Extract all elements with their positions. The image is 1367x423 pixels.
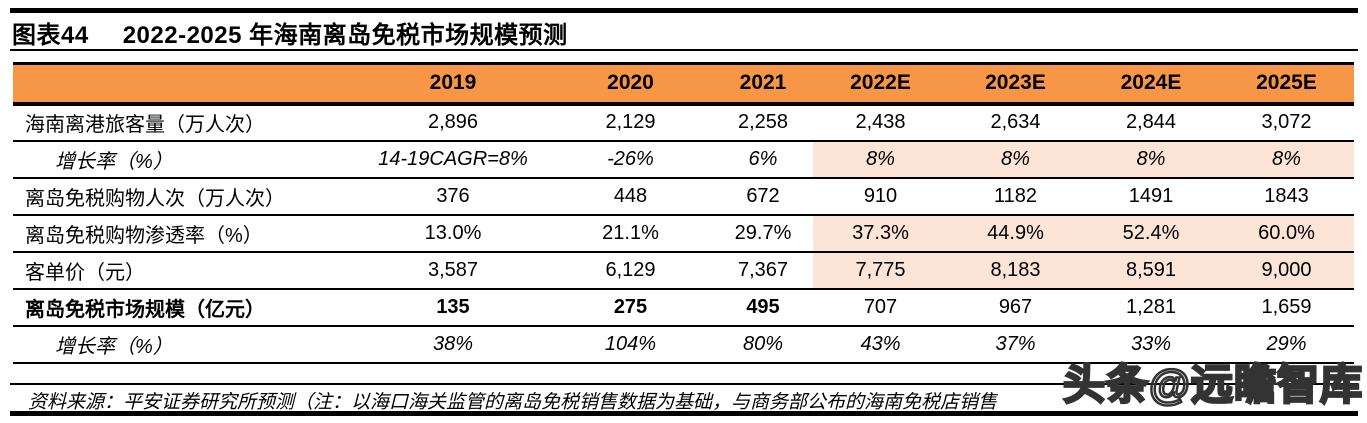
- row-label: 客单价（元）: [13, 251, 358, 290]
- cell-forecast: 44.9%: [948, 214, 1083, 253]
- cell-forecast: 43%: [813, 325, 948, 364]
- cell-forecast: 33%: [1083, 325, 1219, 364]
- footer-top-rule: [10, 383, 1358, 385]
- cell: 1491: [1083, 177, 1219, 216]
- col-header-2025e: 2025E: [1219, 62, 1354, 106]
- cell: 495: [713, 288, 813, 327]
- cell-forecast: 8%: [1083, 140, 1219, 179]
- cell-forecast: 9,000: [1219, 251, 1354, 290]
- cell: 7,367: [713, 251, 813, 290]
- table-row-passenger-growth: 增长率（%） 14-19CAGR=8% -26% 6% 8% 8% 8% 8%: [13, 140, 1354, 179]
- cell: 3,072: [1219, 103, 1354, 142]
- cell-forecast: 7,775: [813, 251, 948, 290]
- forecast-table: 2019 2020 2021 2022E 2023E 2024E 2025E 海…: [13, 62, 1354, 364]
- cell: 13.0%: [358, 214, 548, 253]
- cell: 2,258: [713, 103, 813, 142]
- figure-title-text: 2022-2025 年海南离岛免税市场规模预测: [122, 22, 568, 49]
- cell-forecast: 60.0%: [1219, 214, 1354, 253]
- cell-forecast: 37%: [948, 325, 1083, 364]
- cell: 2,896: [358, 103, 548, 142]
- table-row-market-size: 离岛免税市场规模（亿元） 135 275 495 707 967 1,281 1…: [13, 288, 1354, 327]
- col-header-2024e: 2024E: [1083, 62, 1219, 106]
- col-header-2023e: 2023E: [948, 62, 1083, 106]
- row-label: 离岛免税市场规模（亿元）: [13, 288, 358, 327]
- cell-forecast: 29%: [1219, 325, 1354, 364]
- cell: 376: [358, 177, 548, 216]
- watermark: 头条@远瞻智库: [1062, 360, 1363, 410]
- source-note: 资料来源：平安证券研究所预测（注：以海口海关监管的离岛免税销售数据为基础，与商务…: [28, 392, 998, 413]
- cell: -26%: [548, 140, 713, 179]
- table-row-passenger-volume: 海南离港旅客量（万人次） 2,896 2,129 2,258 2,438 2,6…: [13, 103, 1354, 142]
- col-header-2020: 2020: [548, 62, 713, 106]
- cell: 29.7%: [713, 214, 813, 253]
- col-header-2021: 2021: [713, 62, 813, 106]
- col-header-2022e: 2022E: [813, 62, 948, 106]
- cell: 14-19CAGR=8%: [358, 140, 548, 179]
- cell-forecast: 707: [813, 288, 948, 327]
- figure-title: 图表44 2022-2025 年海南离岛免税市场规模预测: [12, 15, 568, 50]
- col-header-2019: 2019: [358, 62, 548, 106]
- cell: 1182: [948, 177, 1083, 216]
- cell: 672: [713, 177, 813, 216]
- cell: 2,844: [1083, 103, 1219, 142]
- table-row-shopper-count: 离岛免税购物人次（万人次） 376 448 672 910 1182 1491 …: [13, 177, 1354, 216]
- table-row-penetration-rate: 离岛免税购物渗透率（%） 13.0% 21.1% 29.7% 37.3% 44.…: [13, 214, 1354, 253]
- table-header-row: 2019 2020 2021 2022E 2023E 2024E 2025E: [13, 62, 1354, 106]
- row-label: 增长率（%）: [13, 140, 358, 179]
- cell-forecast: 8,183: [948, 251, 1083, 290]
- cell-forecast: 1,659: [1219, 288, 1354, 327]
- col-header-empty: [13, 62, 358, 106]
- cell: 3,587: [358, 251, 548, 290]
- cell: 1843: [1219, 177, 1354, 216]
- cell-forecast: 52.4%: [1083, 214, 1219, 253]
- cell: 6,129: [548, 251, 713, 290]
- row-label: 增长率（%）: [13, 325, 358, 364]
- cell: 275: [548, 288, 713, 327]
- cell: 448: [548, 177, 713, 216]
- cell: 910: [813, 177, 948, 216]
- cell: 2,438: [813, 103, 948, 142]
- table-row-market-growth: 增长率（%） 38% 104% 80% 43% 37% 33% 29%: [13, 325, 1354, 364]
- cell-forecast: 8%: [813, 140, 948, 179]
- cell-forecast: 967: [948, 288, 1083, 327]
- title-underline-rule: [10, 49, 1358, 51]
- cell: 38%: [358, 325, 548, 364]
- cell: 135: [358, 288, 548, 327]
- top-rule: [10, 8, 1358, 13]
- cell: 80%: [713, 325, 813, 364]
- table-row-avg-ticket: 客单价（元） 3,587 6,129 7,367 7,775 8,183 8,5…: [13, 251, 1354, 290]
- figure-label: 图表44: [12, 22, 89, 49]
- row-label: 离岛免税购物渗透率（%）: [13, 214, 358, 253]
- bottom-rule: [10, 411, 1358, 416]
- cell: 104%: [548, 325, 713, 364]
- cell: 2,634: [948, 103, 1083, 142]
- cell: 6%: [713, 140, 813, 179]
- row-label: 离岛免税购物人次（万人次）: [13, 177, 358, 216]
- cell-forecast: 8%: [948, 140, 1083, 179]
- row-label: 海南离港旅客量（万人次）: [13, 103, 358, 142]
- cell-forecast: 37.3%: [813, 214, 948, 253]
- cell-forecast: 8,591: [1083, 251, 1219, 290]
- cell: 21.1%: [548, 214, 713, 253]
- cell-forecast: 1,281: [1083, 288, 1219, 327]
- cell: 2,129: [548, 103, 713, 142]
- cell-forecast: 8%: [1219, 140, 1354, 179]
